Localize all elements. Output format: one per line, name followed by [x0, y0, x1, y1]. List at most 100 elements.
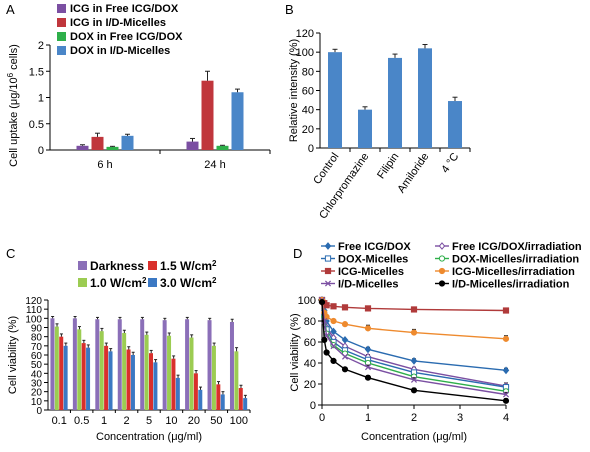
- data-point: [330, 303, 337, 310]
- y-tick-label: 100: [296, 47, 314, 59]
- bar: [186, 141, 199, 150]
- y-tick-label: 0: [308, 143, 314, 155]
- data-point: [502, 335, 510, 342]
- bar: [81, 343, 86, 410]
- x-tick-label: 4 °C: [439, 151, 461, 176]
- data-point: [410, 306, 418, 313]
- bar: [121, 135, 134, 150]
- data-point: [438, 267, 446, 275]
- y-tick-label: 70: [31, 342, 43, 353]
- bar: [448, 101, 462, 148]
- y-axis-label: Relative intensity (%): [288, 39, 300, 142]
- y-axis-label: Cell viability (%): [7, 316, 19, 394]
- legend-entry: ICG-Micelles/irradiation: [452, 266, 575, 278]
- data-point: [324, 267, 332, 275]
- bar: [153, 362, 158, 410]
- bar: [140, 319, 145, 410]
- y-axis-label: Cell uptake (μg/106 cells): [6, 44, 21, 167]
- bar: [220, 394, 225, 410]
- data-point: [410, 376, 418, 383]
- bar: [231, 92, 244, 150]
- legend-entry: Free ICG/DOX/irradiation: [452, 241, 582, 253]
- legend-entry: DOX-Micelles: [338, 254, 408, 266]
- data-point: [438, 242, 446, 250]
- data-point: [318, 299, 326, 306]
- x-tick-label: 6 h: [97, 159, 112, 171]
- data-point: [341, 321, 349, 328]
- y-tick-label: 40: [302, 105, 314, 117]
- y-tick-label: 40: [31, 369, 43, 380]
- bar: [175, 377, 180, 410]
- bar: [243, 398, 248, 410]
- y-tick-label: 20: [304, 379, 316, 391]
- legend-entry: 1.0 W/cm2: [90, 276, 147, 291]
- x-tick-label: 24 h: [204, 159, 225, 171]
- legend-entry: ICG in I/D-Micelles: [70, 17, 166, 29]
- legend-swatch: [78, 278, 87, 287]
- bar: [328, 52, 342, 148]
- panel-d: D 0 20 40 60 80 100 0 1 2 3 4 Concentration (μg/ml) C…: [289, 241, 582, 443]
- bar: [95, 319, 100, 410]
- x-tick-label: 0.5: [74, 415, 89, 427]
- bar: [50, 318, 55, 410]
- data-point: [502, 366, 510, 375]
- legend-entry: I/D-Micelles/irradiation: [452, 279, 570, 291]
- legend-swatch: [57, 32, 66, 41]
- bar: [193, 373, 198, 410]
- bar: [388, 57, 402, 148]
- data-point: [364, 325, 372, 332]
- y-tick-label: 80: [31, 333, 43, 344]
- y-tick-label: 80: [302, 66, 314, 78]
- y-tick-label: 60: [302, 86, 314, 98]
- bar: [144, 334, 149, 410]
- y-tick-label: 10: [31, 397, 43, 408]
- bar: [108, 351, 113, 410]
- y-tick-label: 30: [31, 379, 43, 390]
- x-tick-label: 4: [503, 412, 509, 424]
- panel-letter-c: C: [6, 246, 15, 261]
- bar: [201, 80, 214, 150]
- y-tick-label: 0: [36, 406, 42, 417]
- y-tick-label: 100: [298, 295, 316, 307]
- legend-swatch: [148, 278, 157, 287]
- series: [318, 296, 510, 342]
- bar: [234, 351, 239, 410]
- bar: [63, 345, 68, 410]
- x-tick-label: Filipin: [375, 151, 401, 181]
- bar: [211, 345, 216, 410]
- bar: [238, 388, 243, 410]
- bar: [86, 347, 91, 410]
- data-point: [324, 280, 332, 287]
- data-point: [324, 255, 332, 262]
- x-tick-label: 5: [146, 415, 152, 427]
- bar: [130, 355, 135, 410]
- data-point: [341, 366, 349, 373]
- legend-entry: Darkness: [90, 259, 144, 273]
- bar: [171, 358, 176, 410]
- data-point: [364, 364, 372, 371]
- legend-entry: ICG in Free ICG/DOX: [70, 3, 179, 15]
- legend-entry: ICG-Micelles: [338, 266, 404, 278]
- panel-a: A 0 0.5 1 1.5 2 6 h 24 h Cell uptake (μg/106 cel…: [6, 2, 271, 171]
- bar: [77, 329, 82, 410]
- data-point: [438, 255, 446, 262]
- y-tick-label: 120: [25, 296, 42, 307]
- bar: [198, 389, 203, 410]
- data-point: [341, 304, 349, 311]
- bar: [162, 320, 167, 410]
- data-point: [323, 302, 330, 309]
- y-tick-label: 60: [304, 337, 316, 349]
- data-point: [330, 317, 337, 325]
- bar: [91, 136, 104, 150]
- legend-swatch: [57, 4, 66, 13]
- series: [318, 299, 510, 404]
- legend-entry: 3.0 W/cm2: [160, 276, 217, 291]
- bar: [117, 319, 122, 410]
- bar: [122, 333, 127, 410]
- series-line: [321, 302, 507, 402]
- data-point: [364, 374, 372, 381]
- legend-swatch: [78, 261, 87, 270]
- panel-letter-b: B: [285, 2, 294, 17]
- data-point: [364, 345, 372, 354]
